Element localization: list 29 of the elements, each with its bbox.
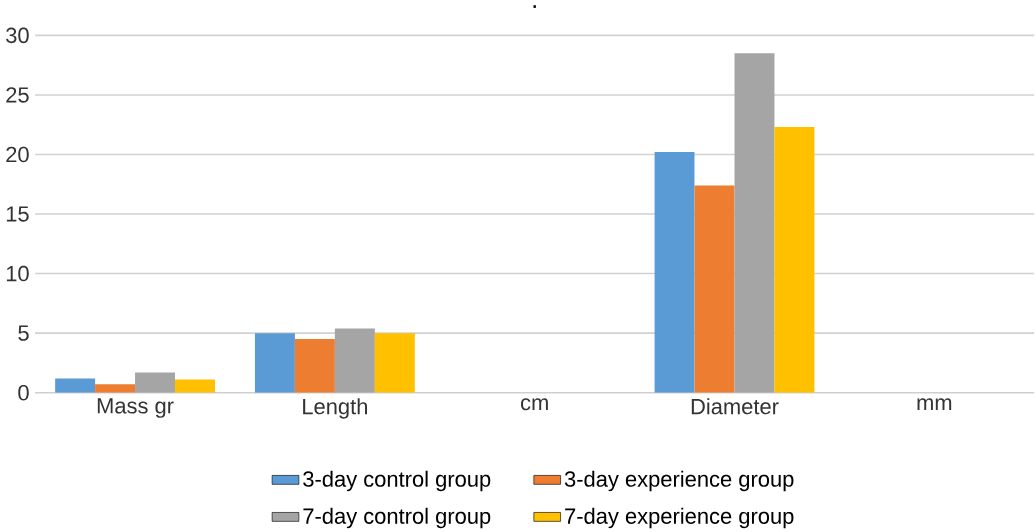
bar (175, 379, 215, 393)
x-tick-label: Mass gr (97, 398, 174, 418)
legend-label: 3-day experience group (564, 470, 794, 492)
x-tick-label: Diameter (691, 398, 779, 415)
bar (294, 338, 335, 393)
y-tick-label: 0 (18, 384, 29, 401)
bar (654, 151, 695, 393)
chart-title: . (533, 5, 536, 8)
x-tick-label: Length (303, 398, 367, 419)
y-tick-label: 15 (6, 206, 29, 222)
legend-label: 3-day control group (303, 470, 491, 492)
legend-label: 7-day control group (303, 507, 491, 529)
y-tick-label: 25 (6, 87, 29, 103)
x-tick-label: mm (917, 398, 952, 410)
y-tick-label: 20 (6, 146, 29, 163)
x-tick-label: cm (521, 398, 548, 411)
bar (135, 372, 176, 393)
bar (734, 53, 775, 393)
bar (374, 333, 415, 393)
legend-label: 7-day experience group (565, 507, 794, 529)
y-tick-label: 30 (6, 27, 29, 43)
y-tick-label: 10 (6, 265, 29, 282)
bar (55, 378, 96, 393)
bar (254, 333, 295, 393)
bar (95, 384, 136, 393)
bar (774, 126, 815, 393)
bar (334, 328, 375, 393)
y-tick-label: 5 (18, 325, 29, 341)
bar (694, 185, 735, 393)
